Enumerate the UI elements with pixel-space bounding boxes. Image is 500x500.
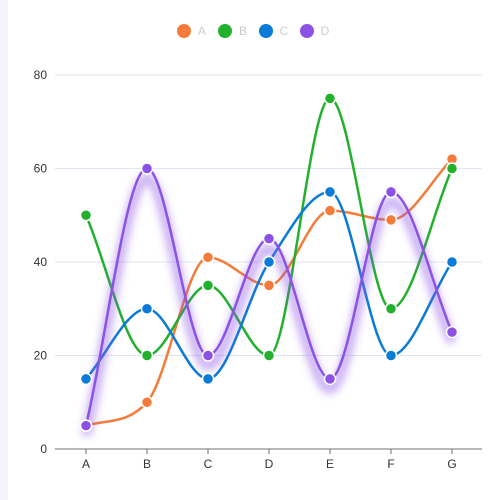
legend-marker [177, 24, 191, 38]
series-a-point[interactable] [201, 251, 215, 264]
legend-label: A [198, 24, 206, 38]
y-tick-label: 20 [34, 349, 48, 363]
series-b-point[interactable] [201, 279, 215, 292]
left-edge-strip [0, 0, 8, 500]
series-d-point[interactable] [201, 349, 215, 362]
y-tick-label: 80 [34, 68, 48, 82]
legend-item-c[interactable]: C [259, 24, 289, 38]
series-b-point[interactable] [79, 209, 93, 222]
legend-marker [218, 24, 232, 38]
x-tick-label: C [204, 457, 213, 471]
series-d-point[interactable] [262, 232, 276, 245]
y-tick-label: 60 [34, 162, 48, 176]
series-b-point[interactable] [262, 349, 276, 362]
legend-marker [300, 24, 314, 38]
series-b-line [84, 97, 454, 357]
legend[interactable]: A B C D [177, 24, 330, 38]
series-points [79, 92, 459, 432]
legend-label: C [280, 24, 289, 38]
series-d-point[interactable] [323, 372, 337, 386]
series-a-point[interactable] [140, 396, 154, 409]
series-c-point[interactable] [384, 349, 398, 362]
series-b-point[interactable] [445, 162, 459, 175]
series-a-point[interactable] [384, 213, 398, 227]
series-c-point[interactable] [323, 185, 337, 199]
series-d-point[interactable] [384, 185, 398, 199]
series-b-point[interactable] [323, 92, 337, 105]
y-tick-label: 40 [34, 255, 48, 269]
series-d-point[interactable] [445, 325, 459, 339]
legend-item-a[interactable]: A [177, 24, 206, 38]
x-tick-label: F [387, 457, 394, 471]
series-c-point[interactable] [201, 372, 215, 386]
series-b-point[interactable] [384, 302, 398, 315]
series-c-point[interactable] [140, 302, 154, 315]
series-d-point[interactable] [79, 419, 93, 432]
series-c-point[interactable] [445, 255, 459, 269]
series-c-point[interactable] [262, 255, 276, 269]
y-tick-label: 0 [40, 442, 47, 456]
x-tick-label: G [447, 457, 456, 471]
x-tick-label: B [143, 457, 151, 471]
x-tick-label: D [265, 457, 274, 471]
x-tick-label: E [326, 457, 334, 471]
series-d-point[interactable] [140, 162, 154, 175]
series-a-point[interactable] [262, 279, 276, 292]
x-tick-label: A [82, 457, 90, 471]
legend-label: D [321, 24, 330, 38]
series-a-point[interactable] [323, 204, 337, 217]
series-b-point[interactable] [140, 349, 154, 362]
series-d-glow [81, 173, 457, 437]
axes: 0 20 40 60 80 A B C D E F G [34, 68, 482, 471]
legend-label: B [239, 24, 247, 38]
legend-item-b[interactable]: B [218, 24, 247, 38]
series-c-point[interactable] [79, 372, 93, 386]
legend-item-d[interactable]: D [300, 24, 330, 38]
legend-marker [259, 24, 273, 38]
